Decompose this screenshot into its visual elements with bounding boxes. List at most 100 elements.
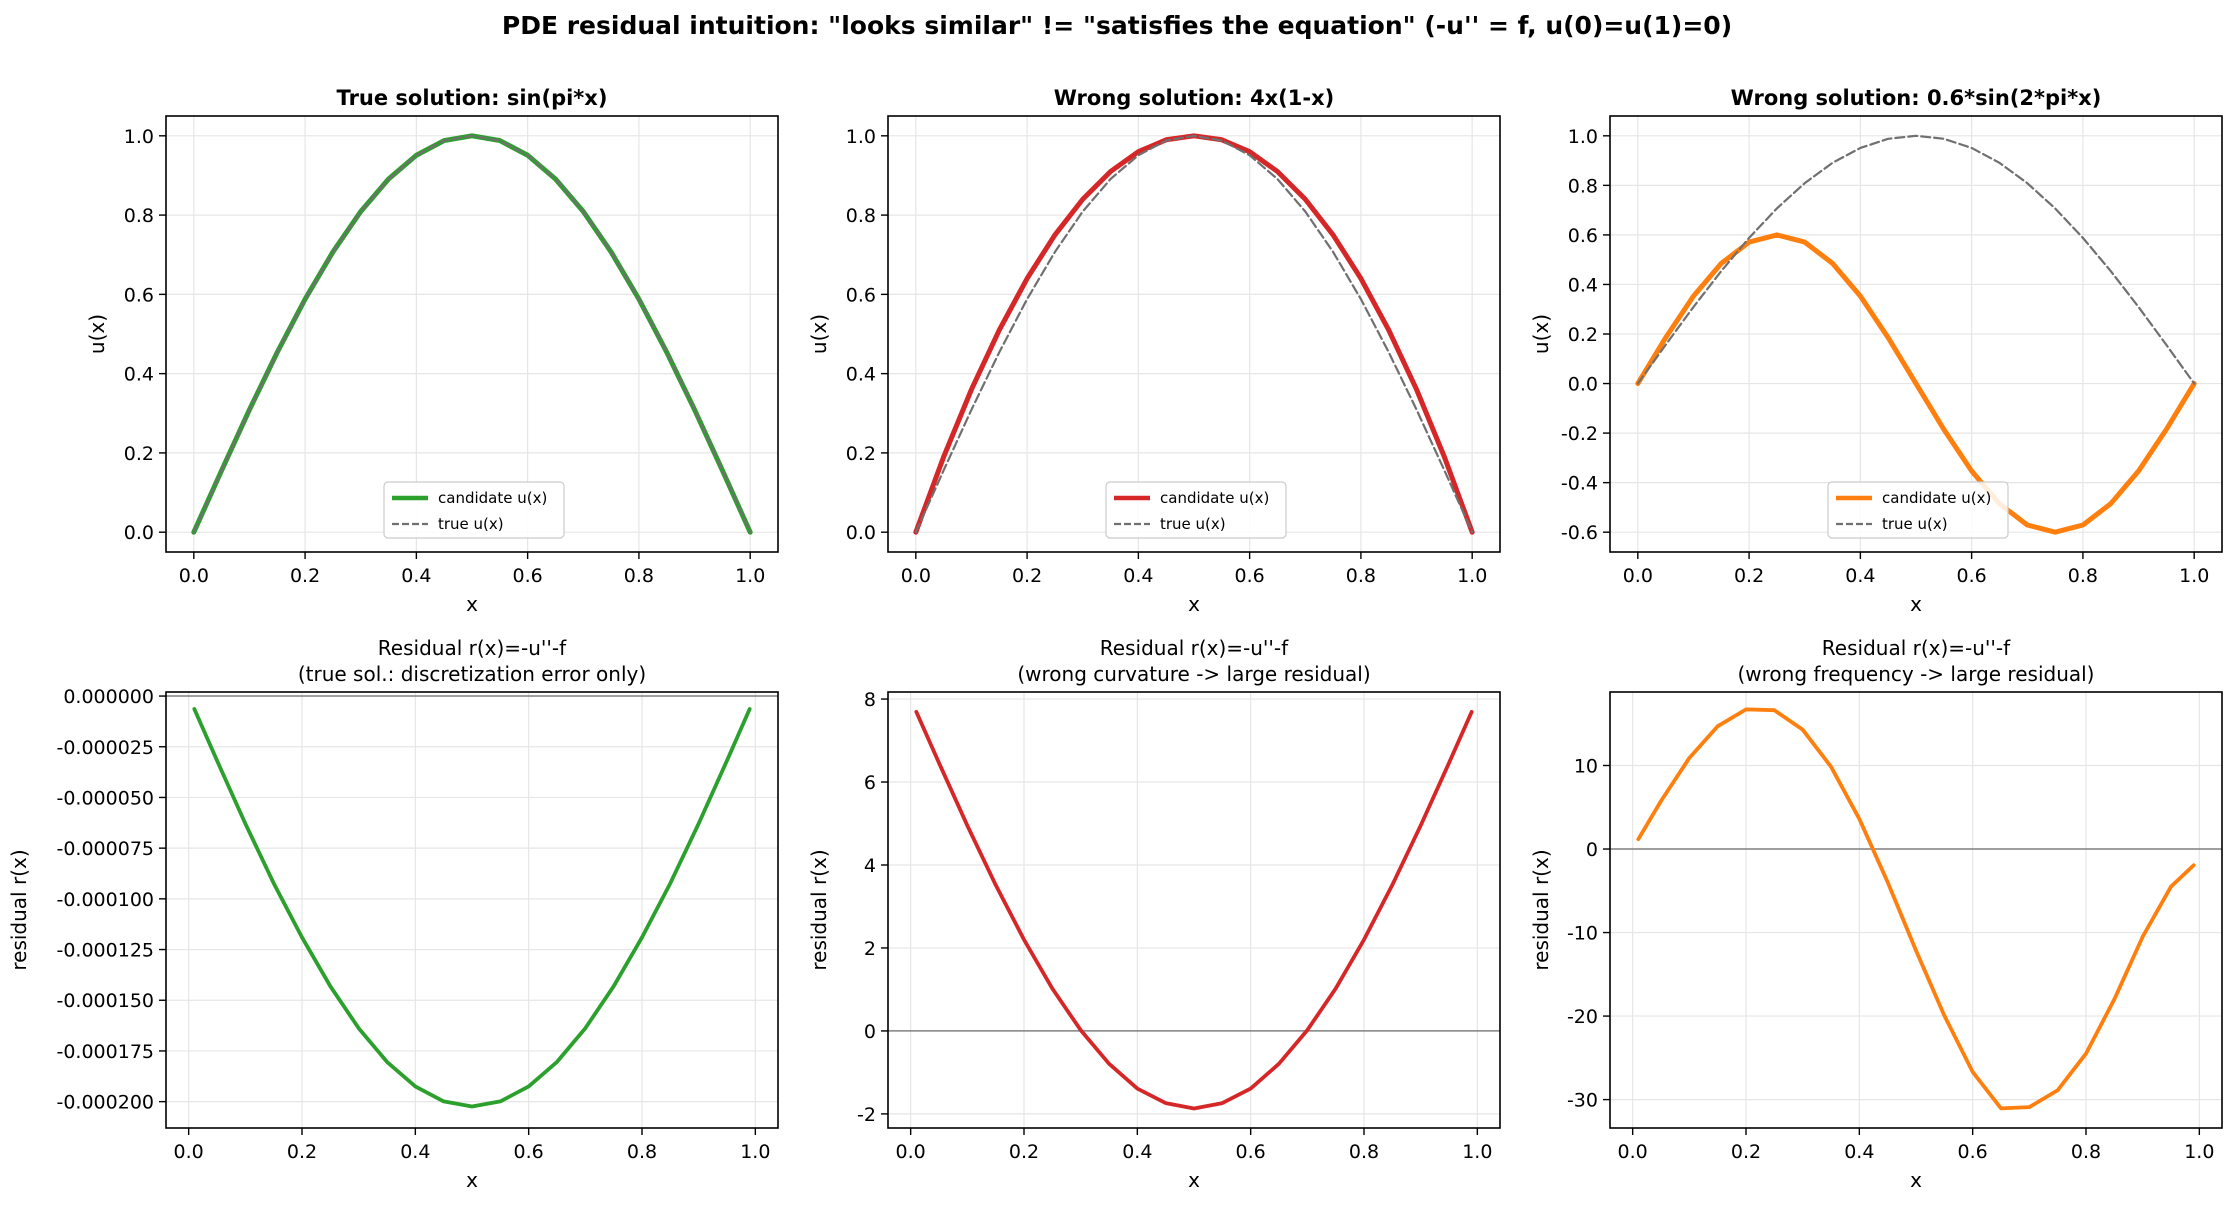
subplot-title: Residual r(x)=-u''-f (wrong frequency -> … [1737,636,2094,686]
x-tick-label: 0.8 [2068,565,2098,587]
series-group [192,707,752,1109]
y-axis-label: residual r(x) [807,849,831,970]
y-tick-label: 0.2 [1568,324,1598,346]
y-tick-label: 0.4 [1568,274,1598,296]
series-line-candidate [914,710,1474,1111]
legend-label: true u(x) [1882,515,1948,533]
subplot-5: 0.0 0.2 0.4 0.6 0.8 1.0 -2 0 2 4 6 8 x residual r(x) R… [807,636,1501,1192]
series-line-candidate [1635,232,2197,535]
y-tick-label: -0.000150 [56,990,154,1012]
legend-label: true u(x) [438,515,504,533]
y-tick-label: -0.4 [1561,473,1598,495]
axes-frame [165,691,779,1129]
subplot-6: 0.0 0.2 0.4 0.6 0.8 1.0 -30 -20 -10 0 10 x residual … [1529,636,2223,1192]
series-line-candidate [1636,707,2196,1111]
y-tick-label: -0.000100 [56,889,154,911]
y-axis-label: u(x) [85,314,109,354]
y-tick-label: -0.6 [1561,522,1598,544]
x-tick-label: 0.6 [513,565,543,587]
x-tick-label: 0.6 [1235,565,1265,587]
series-line-true-u [1636,134,2196,385]
y-tick-label: 1.0 [846,126,876,148]
x-tick-label: 0.0 [1618,1141,1648,1163]
subplot-2: 0.0 0.2 0.4 0.6 0.8 1.0 0.0 0.2 0.4 0.6 0.8 1.0 x u(x… [807,86,1501,616]
subplot-grid: 0.0 0.2 0.4 0.6 0.8 1.0 0.0 0.2 0.4 0.6 0.8 1.0 x u(x… [7,86,2223,1192]
y-axis-label: u(x) [807,314,831,354]
y-tick-label: -0.000175 [56,1041,154,1063]
subplot-title: True solution: sin(pi*x) [337,86,608,110]
y-tick-label: 0.8 [846,205,876,227]
y-tick-label: -0.000200 [56,1092,154,1114]
y-tick-label: 1.0 [124,126,154,148]
legend: candidate u(x) true u(x) [1105,481,1287,539]
legend-box [383,481,565,539]
y-tick-label: -30 [1567,1090,1598,1112]
x-tick-label: 0.8 [624,565,654,587]
legend-box [1105,481,1287,539]
x-tick-label: 0.6 [1236,1141,1266,1163]
y-tick-label: -2 [857,1104,876,1126]
x-tick-label: 1.0 [740,1141,770,1163]
y-tick-label: 0.6 [1568,225,1598,247]
y-tick-label: 1.0 [1568,126,1598,148]
x-tick-label: 0.2 [290,565,320,587]
y-axis-label: u(x) [1529,314,1553,354]
axes-frame [887,115,1501,553]
y-tick-label: 4 [864,855,876,877]
x-tick-label: 0.0 [896,1141,926,1163]
x-tick-label: 0.6 [1958,1141,1988,1163]
subplot-1: 0.0 0.2 0.4 0.6 0.8 1.0 0.0 0.2 0.4 0.6 0.8 1.0 x u(x… [85,86,779,616]
legend: candidate u(x) true u(x) [383,481,565,539]
grid-lines [888,116,1500,552]
x-tick-label: 0.0 [1623,565,1653,587]
x-tick-label: 0.6 [514,1141,544,1163]
y-tick-label: -20 [1567,1006,1598,1028]
y-tick-label: 0.000000 [63,686,154,708]
y-tick-label: 2 [864,938,876,960]
legend: candidate u(x) true u(x) [1827,481,2009,539]
subplot-title: Residual r(x)=-u''-f (true sol.: discreti… [298,636,646,686]
series-line-candidate [192,707,752,1109]
x-axis-label: x [466,592,478,616]
x-tick-label: 1.0 [1457,565,1487,587]
x-tick-label: 0.8 [627,1141,657,1163]
y-axis-label: residual r(x) [1529,849,1553,970]
y-tick-label: 0.2 [124,443,154,465]
y-tick-label: 0.6 [846,284,876,306]
x-tick-label: 0.8 [1346,565,1376,587]
y-tick-label: -0.000025 [56,737,154,759]
x-tick-label: 0.4 [400,1141,430,1163]
y-tick-label: -10 [1567,923,1598,945]
x-tick-label: 0.0 [174,1141,204,1163]
y-tick-label: 6 [864,772,876,794]
x-tick-label: 0.6 [1957,565,1987,587]
subplot-title: Wrong solution: 4x(1-x) [1054,86,1335,110]
y-tick-label: 0.2 [846,443,876,465]
axes-frame [887,691,1501,1129]
y-tick-label: -0.000050 [56,787,154,809]
x-tick-label: 0.2 [1009,1141,1039,1163]
series-group [1636,707,2196,1111]
series-group [1635,134,2197,535]
y-tick-label: 0.4 [846,364,876,386]
y-tick-label: 0.0 [1568,374,1598,396]
legend-label: true u(x) [1160,515,1226,533]
y-tick-label: 0 [864,1021,876,1043]
series-group [191,133,753,535]
series-line-true-u [914,134,1474,534]
y-tick-label: 0.0 [846,522,876,544]
x-tick-label: 1.0 [735,565,765,587]
y-tick-label: -0.000075 [56,838,154,860]
x-tick-label: 0.0 [179,565,209,587]
x-tick-label: 0.0 [901,565,931,587]
x-tick-label: 0.2 [287,1141,317,1163]
x-axis-label: x [1910,592,1922,616]
x-axis-label: x [1910,1168,1922,1192]
legend-label: candidate u(x) [438,489,547,507]
y-axis-label: residual r(x) [7,849,31,970]
x-tick-label: 0.2 [1731,1141,1761,1163]
legend-label: candidate u(x) [1882,489,1991,507]
y-tick-label: 0.8 [124,205,154,227]
y-tick-label: -0.000125 [56,940,154,962]
y-tick-label: 8 [864,689,876,711]
